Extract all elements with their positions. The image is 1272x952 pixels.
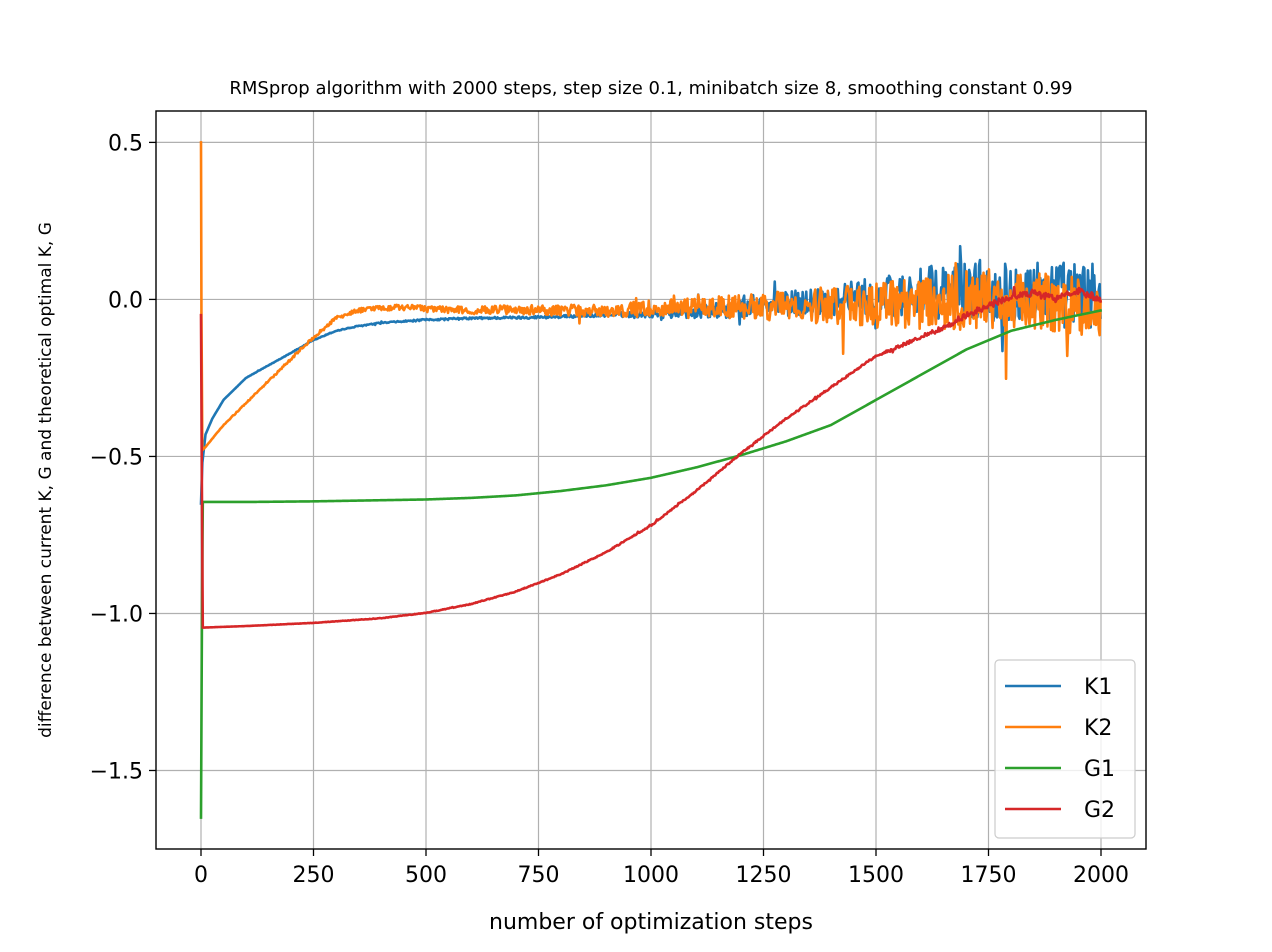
legend-label: G2 [1084,798,1115,823]
x-tick-label: 500 [405,863,447,888]
y-tick-label: −1.0 [90,602,143,627]
legend-label: K1 [1084,675,1112,700]
series-line-g1 [199,308,1103,819]
x-axis-label: number of optimization steps [489,910,813,935]
series-line-k2 [199,141,1102,452]
y-tick-label: −0.5 [90,445,143,470]
x-tick-label: 1750 [961,863,1017,888]
x-tick-label: 250 [293,863,335,888]
series-group [199,141,1103,819]
legend-box [994,659,1136,839]
x-tick-label: 1000 [623,863,679,888]
x-axis: 0 250 500 750 1000 1250 1500 1750 2000 [194,849,1129,888]
x-tick-label: 2000 [1073,863,1129,888]
y-axis-label: difference between current K, G and theo… [36,222,56,738]
legend-label: G1 [1084,757,1115,782]
x-tick-label: 1250 [736,863,792,888]
series-line-g2 [199,285,1103,629]
x-tick-label: 750 [518,863,560,888]
y-tick-label: 0.0 [108,288,143,313]
y-axis: 0.5 0.0 −0.5 −1.0 −1.5 [90,131,156,784]
legend: K1 K2 G1 G2 [994,659,1136,839]
chart-title: RMSprop algorithm with 2000 steps, step … [229,78,1072,99]
legend-label: K2 [1084,716,1112,741]
x-tick-label: 1500 [848,863,904,888]
y-tick-label: 0.5 [108,131,143,156]
y-tick-label: −1.5 [90,759,143,784]
x-tick-label: 0 [194,863,208,888]
